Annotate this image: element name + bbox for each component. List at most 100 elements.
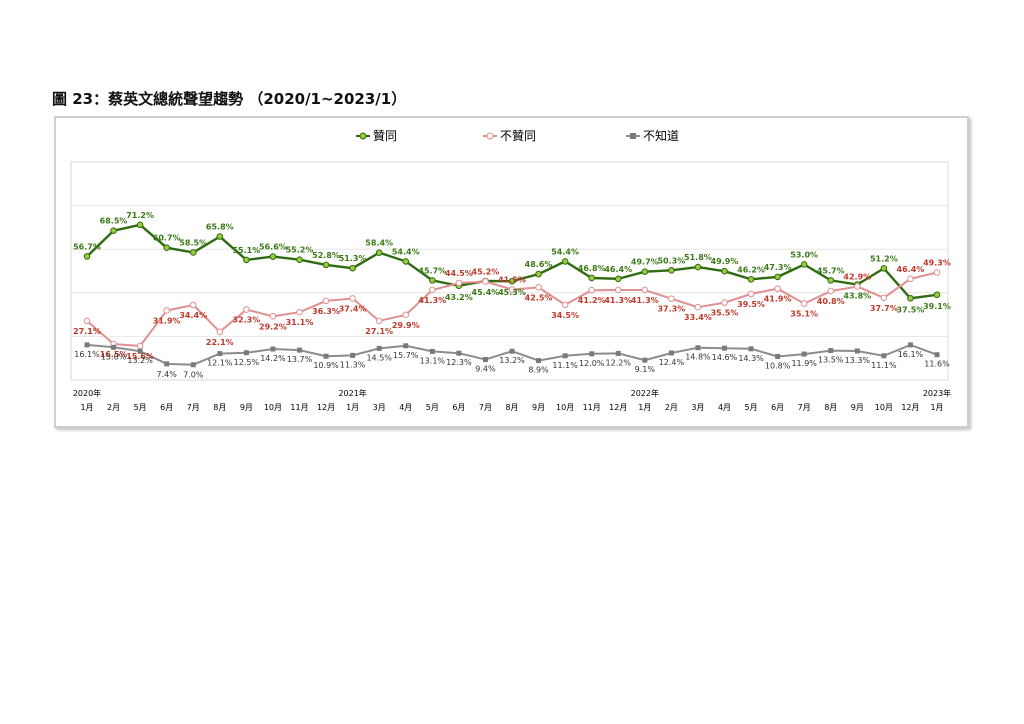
x-tick-label: 1月 (80, 403, 93, 412)
point-disapprove (774, 285, 781, 292)
data-label: 33.4% (684, 313, 712, 322)
point-disapprove (508, 286, 516, 293)
x-tick-label: 8月 (213, 403, 226, 412)
data-label: 11.9% (791, 359, 817, 368)
legend-marker (630, 133, 636, 139)
x-tick-label: 1月 (930, 403, 943, 412)
x-tick-label: 2月 (107, 403, 120, 412)
series-group (83, 221, 941, 368)
data-label: 10.9% (313, 361, 339, 370)
point-disapprove (296, 308, 303, 316)
data-label: 7.0% (183, 371, 204, 380)
point-unknown (323, 353, 329, 359)
data-label: 9.4% (475, 365, 496, 374)
x-tick-label: 3月 (373, 403, 386, 412)
point-unknown (934, 352, 940, 358)
x-axis: 1月 2月 5月 6月 7月 8月 9月 10月 11月 12月 1月 3月 4月 5月 6月 7月 8月 9月 1… (73, 388, 951, 412)
data-label: 27.1% (365, 327, 393, 336)
page-title: 圖 23：蔡英文總統聲望趨勢 （2020/1~2023/1） (52, 90, 407, 108)
point-disapprove (375, 317, 383, 325)
data-label: 11.3% (340, 360, 366, 369)
data-label: 53.0% (790, 250, 818, 259)
point-approve (907, 294, 914, 302)
x-tick-label: 7月 (798, 403, 811, 412)
point-unknown (695, 345, 701, 351)
data-label: 12.5% (234, 358, 260, 367)
data-label: 48.6% (525, 260, 553, 269)
point-disapprove (614, 286, 622, 294)
data-label: 7.4% (157, 370, 178, 379)
point-approve (561, 258, 569, 265)
data-label: 54.4% (551, 247, 579, 256)
point-approve (880, 265, 888, 272)
point-unknown (403, 343, 409, 349)
x-year-label: 2021年 (338, 388, 366, 398)
data-label: 41.3% (604, 296, 632, 305)
point-unknown (801, 351, 807, 357)
data-label: 36.3% (312, 307, 340, 316)
data-label: 13.5% (818, 356, 844, 365)
line-chart: 贊同 不贊同 不知道 56.7%68.5%71.2%60.7%58.5%65.8%5… (70, 129, 951, 412)
point-unknown (297, 347, 302, 353)
data-label: 49.9% (711, 257, 739, 266)
x-tick-label: 11月 (290, 403, 308, 412)
point-approve (216, 233, 224, 240)
point-unknown (668, 350, 674, 356)
data-label: 41.3% (631, 296, 659, 305)
point-approve (774, 273, 781, 281)
data-label: 14.8% (685, 353, 711, 362)
x-tick-label: 10月 (556, 403, 574, 412)
point-unknown (589, 351, 595, 357)
data-label: 27.1% (73, 327, 101, 336)
x-year-label: 2020年 (73, 388, 101, 398)
point-unknown (217, 351, 223, 357)
point-approve (429, 277, 436, 284)
point-disapprove (854, 283, 861, 290)
data-label: 51.2% (870, 254, 898, 263)
data-label: 16.5% (100, 350, 128, 359)
point-unknown (562, 353, 568, 359)
data-label: 56.7% (73, 242, 101, 251)
data-label: 56.6% (259, 243, 287, 252)
point-approve (747, 275, 755, 283)
data-label: 22.1% (206, 338, 234, 347)
point-disapprove (668, 295, 675, 302)
point-disapprove (136, 342, 144, 350)
data-label: 58.5% (179, 238, 207, 247)
point-approve (322, 261, 330, 269)
data-label: 45.7% (418, 266, 446, 275)
data-label: 34.4% (179, 311, 207, 320)
x-tick-label: 1月 (638, 403, 651, 412)
point-unknown (615, 350, 621, 356)
data-label: 40.8% (817, 297, 845, 306)
point-disapprove (694, 303, 702, 311)
data-label: 37.7% (870, 304, 898, 313)
data-label: 39.5% (737, 300, 765, 309)
point-disapprove (216, 328, 224, 336)
data-label: 52.8% (312, 251, 340, 260)
point-disapprove (800, 300, 808, 307)
point-disapprove (641, 286, 649, 294)
data-label: 34.5% (551, 311, 579, 320)
point-disapprove (269, 313, 277, 320)
x-tick-label: 9月 (240, 403, 253, 412)
data-label: 15.7% (393, 351, 419, 360)
data-label: 15.0% (101, 352, 127, 361)
plot-area (70, 161, 949, 381)
data-label: 12.3% (446, 358, 472, 367)
x-tick-label: 8月 (824, 403, 837, 412)
point-disapprove (933, 269, 941, 276)
data-label: 65.8% (206, 223, 234, 232)
point-disapprove (163, 307, 170, 314)
x-tick-label: 6月 (160, 403, 173, 412)
point-approve (614, 275, 622, 283)
point-approve (243, 256, 250, 264)
grid (70, 161, 949, 381)
data-label: 41.9% (764, 295, 792, 304)
data-label: 9.1% (635, 365, 656, 374)
data-label: 14.6% (712, 353, 738, 362)
data-label: 42.5% (525, 293, 553, 302)
point-approve (933, 291, 941, 299)
point-disapprove (322, 297, 330, 305)
data-label: 51.3% (339, 254, 367, 263)
